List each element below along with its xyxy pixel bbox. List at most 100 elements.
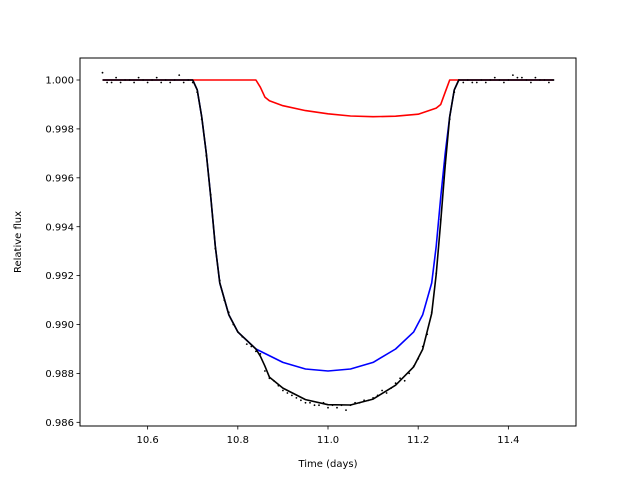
data-point: [205, 154, 208, 157]
x-tick-label: 10.6: [137, 435, 159, 446]
data-point: [484, 81, 487, 84]
data-point: [503, 81, 505, 84]
data-point: [196, 91, 199, 94]
data-point: [291, 394, 293, 397]
data-point: [548, 81, 550, 84]
data-point: [115, 76, 117, 79]
x-axis-ticks: 10.6 10.8 11.0 11.2 11.4: [137, 426, 519, 446]
y-axis-ticks: 0.986 0.988 0.990 0.992 0.994 0.996 0.998 1.000: [45, 76, 80, 429]
data-point: [255, 350, 257, 353]
data-point: [539, 79, 541, 81]
data-point: [457, 79, 460, 81]
data-point: [295, 397, 298, 399]
data-point: [426, 333, 429, 336]
data-point: [209, 194, 212, 196]
data-point: [119, 81, 122, 84]
data-point: [340, 404, 343, 407]
data-point: [110, 81, 113, 84]
data-point: [155, 76, 158, 79]
data-point: [137, 76, 140, 79]
data-point: [448, 118, 451, 120]
y-tick-label: 0.988: [45, 369, 74, 380]
data-point: [345, 409, 347, 411]
data-point: [336, 406, 338, 409]
data-point: [124, 79, 126, 81]
data-point: [471, 81, 474, 84]
x-axis-label: Time (days): [297, 459, 357, 470]
y-tick-label: 0.996: [45, 173, 74, 184]
data-point: [277, 384, 280, 387]
data-point: [552, 79, 555, 81]
data-point: [462, 81, 465, 84]
data-point: [214, 247, 217, 250]
x-tick-label: 11.0: [317, 435, 339, 446]
data-point: [191, 81, 194, 84]
data-point: [264, 370, 266, 372]
data-point: [133, 81, 136, 84]
data-point: [151, 79, 154, 81]
data-point: [164, 79, 167, 81]
data-point: [372, 397, 374, 399]
data-point: [200, 118, 203, 120]
data-point: [268, 377, 271, 380]
model-curve-1: [102, 79, 554, 118]
data-point: [376, 394, 379, 397]
data-point: [236, 331, 239, 333]
data-point: [453, 91, 456, 94]
data-point: [493, 76, 496, 79]
data-point: [543, 79, 546, 81]
data-point: [241, 335, 244, 338]
data-point: [354, 401, 356, 404]
data-point: [475, 81, 478, 84]
data-point: [530, 81, 532, 84]
x-tick-label: 10.8: [227, 435, 249, 446]
data-point: [173, 79, 176, 81]
data-point: [394, 382, 397, 385]
data-point: [412, 365, 415, 367]
data-point: [498, 79, 501, 81]
data-point: [327, 406, 329, 409]
data-point: [534, 76, 537, 79]
data-point: [232, 323, 235, 326]
data-point: [439, 218, 442, 221]
y-tick-label: 0.998: [45, 125, 74, 136]
data-point: [273, 379, 275, 382]
data-point: [516, 76, 519, 79]
data-point: [322, 401, 325, 404]
data-point: [223, 299, 226, 301]
data-point: [367, 399, 370, 402]
data-point: [182, 81, 185, 84]
data-point: [309, 401, 311, 404]
y-tick-label: 0.986: [45, 418, 74, 429]
data-point: [286, 392, 289, 394]
data-point: [160, 81, 163, 84]
data-point: [250, 345, 253, 348]
data-point: [444, 162, 447, 165]
data-point: [227, 311, 230, 314]
data-point: [489, 79, 492, 81]
data-point: [421, 345, 424, 348]
data-point: [349, 404, 352, 407]
y-tick-label: 0.990: [45, 320, 74, 331]
data-point: [313, 404, 316, 407]
data-point: [218, 279, 221, 282]
data-point: [512, 74, 514, 76]
data-point: [245, 343, 248, 345]
data-point: [331, 404, 334, 407]
y-tick-label: 1.000: [45, 76, 74, 87]
data-point: [385, 392, 388, 394]
y-tick-label: 0.994: [45, 222, 74, 233]
data-point: [381, 389, 383, 392]
data-point: [304, 401, 307, 404]
data-point: [282, 389, 284, 392]
plot-marks: [101, 71, 555, 411]
data-point: [399, 377, 401, 380]
data-point: [259, 353, 262, 355]
data-point: [466, 79, 469, 81]
data-point: [187, 79, 190, 81]
y-tick-label: 0.992: [45, 271, 74, 282]
data-point: [101, 71, 104, 74]
data-point: [521, 76, 523, 79]
